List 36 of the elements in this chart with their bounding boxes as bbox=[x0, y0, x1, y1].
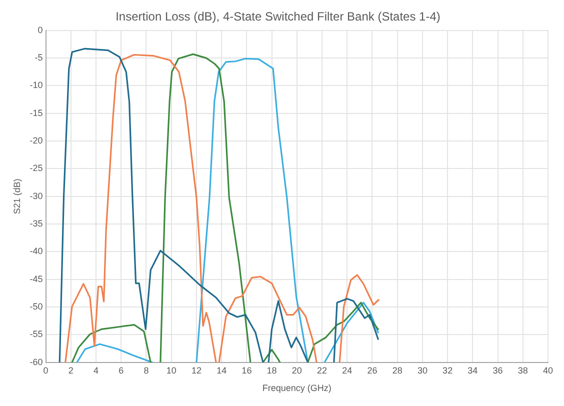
x-tick-label: 26 bbox=[367, 365, 378, 376]
chart-title: Insertion Loss (dB), 4-State Switched Filter Bank (States 1-4) bbox=[116, 10, 440, 24]
y-tick-label: -40 bbox=[30, 246, 43, 256]
y-tick-label: -5 bbox=[34, 52, 43, 63]
y-tick-label: -25 bbox=[30, 163, 43, 174]
x-tick-label: 14 bbox=[216, 365, 227, 376]
y-tick-label: -20 bbox=[30, 136, 43, 146]
x-tick-label: 36 bbox=[492, 365, 503, 376]
x-tick-label: 34 bbox=[468, 365, 478, 376]
x-axis-title: Frequency (GHz) bbox=[262, 383, 332, 394]
x-tick-label: 2 bbox=[68, 365, 74, 376]
y-axis-title: S21 (dB) bbox=[12, 178, 22, 214]
x-tick-label: 30 bbox=[417, 365, 428, 376]
y-tick-label: -10 bbox=[30, 80, 43, 90]
y-tick-label: -50 bbox=[30, 302, 43, 312]
x-tick-label: 32 bbox=[442, 365, 453, 376]
x-tick-label: 20 bbox=[292, 365, 302, 376]
x-tick-label: 38 bbox=[518, 365, 528, 376]
y-tick-label: -45 bbox=[30, 274, 43, 284]
x-tick-label: 8 bbox=[144, 365, 149, 376]
y-tick-label: -30 bbox=[30, 190, 43, 201]
x-tick-label: 6 bbox=[118, 365, 124, 376]
x-tick-label: 24 bbox=[342, 365, 352, 376]
y-tick-label: -60 bbox=[30, 356, 43, 367]
x-tick-label: 22 bbox=[317, 365, 328, 376]
y-tick-label: -35 bbox=[30, 218, 43, 229]
y-tick-label: -15 bbox=[30, 108, 43, 118]
x-tick-label: 10 bbox=[166, 365, 176, 376]
x-tick-label: 18 bbox=[266, 365, 277, 376]
y-tick-label: 0 bbox=[38, 24, 43, 35]
x-tick-label: 28 bbox=[392, 365, 402, 376]
x-tick-label: 16 bbox=[242, 365, 252, 376]
x-tick-label: 4 bbox=[94, 365, 99, 376]
x-tick-label: 12 bbox=[191, 365, 202, 376]
x-tick-label: 40 bbox=[542, 365, 553, 376]
y-tick-label: -55 bbox=[30, 329, 43, 340]
